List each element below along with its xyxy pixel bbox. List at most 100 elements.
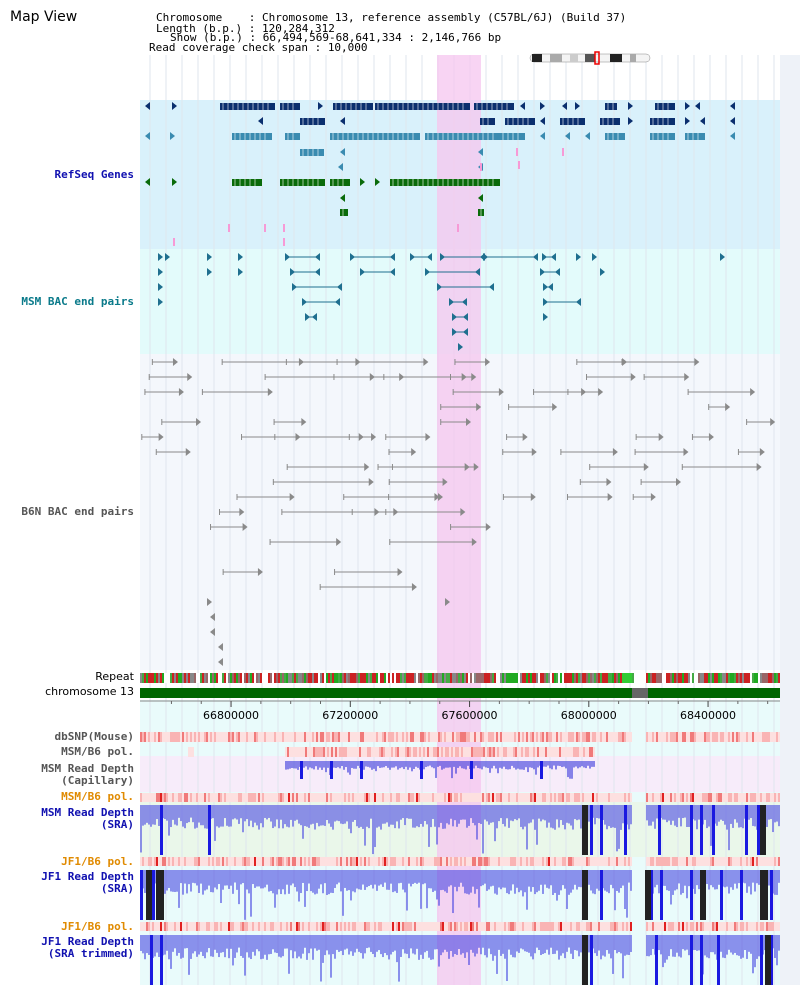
polymorphism-bin — [752, 793, 754, 802]
repeat-segment — [210, 673, 212, 683]
highlight-region[interactable] — [437, 55, 481, 985]
polymorphism-bin — [652, 732, 654, 742]
polymorphism-bin — [582, 732, 584, 742]
refseq-gene-arrow — [170, 132, 175, 140]
polymorphism-bin — [564, 922, 566, 931]
polymorphism-bin — [502, 922, 504, 931]
track-label-repeat[interactable]: Repeat — [95, 670, 134, 683]
depth-bin — [509, 761, 511, 770]
msm-bac-track[interactable] — [158, 253, 725, 351]
repeat-segment — [544, 673, 546, 683]
chromosome-ideogram[interactable] — [529, 51, 651, 65]
track-label-msm-depth-sra[interactable]: MSM Read Depth (SRA) — [41, 806, 134, 831]
polymorphism-bin — [394, 793, 396, 802]
refseq-genes-track[interactable] — [145, 102, 735, 246]
depth-bin — [268, 805, 270, 818]
polymorphism-bin — [488, 793, 490, 802]
track-label-jf1-b6-pol-1[interactable]: JF1/B6 pol. — [61, 855, 134, 868]
polymorphism-bin — [319, 747, 321, 757]
depth-bin — [214, 870, 216, 888]
polymorphism-bin — [384, 793, 386, 802]
dbsnp-track[interactable] — [140, 732, 780, 742]
track-label-jf1-depth-trimmed[interactable]: JF1 Read Depth (SRA trimmed) — [41, 935, 134, 960]
depth-bin — [294, 805, 296, 821]
polymorphism-bin — [630, 857, 632, 866]
track-label-jf1-b6-pol-2[interactable]: JF1/B6 pol. — [61, 920, 134, 933]
polymorphism-bin — [618, 732, 620, 742]
repeat-segment — [644, 673, 646, 683]
msm-b6-pol-track-1[interactable] — [188, 747, 595, 757]
depth-bin — [336, 805, 338, 821]
depth-bin — [308, 805, 310, 828]
track-label-jf1-depth-sra[interactable]: JF1 Read Depth (SRA) — [41, 870, 134, 895]
depth-bin — [680, 870, 682, 895]
b6n-bac-track[interactable] — [141, 358, 776, 666]
depth-bin — [286, 805, 288, 827]
polymorphism-bin — [436, 793, 438, 802]
polymorphism-bin — [387, 747, 389, 757]
polymorphism-bin — [756, 732, 758, 742]
msm-b6-pol-track-2[interactable] — [140, 793, 780, 802]
polymorphism-bin — [664, 732, 666, 742]
msm-bac-end — [158, 283, 163, 291]
repeat-segment — [730, 673, 732, 683]
track-label-refseq[interactable]: RefSeq Genes — [54, 168, 134, 181]
track-label-msm-b6-pol-2[interactable]: MSM/B6 pol. — [61, 790, 134, 803]
polymorphism-bin — [406, 857, 408, 866]
depth-bin — [630, 935, 632, 952]
polymorphism-bin — [622, 793, 624, 802]
depth-bin — [496, 935, 498, 974]
polymorphism-bin — [424, 922, 426, 931]
depth-bin — [384, 805, 386, 824]
polymorphism-bin — [680, 922, 682, 931]
depth-bin — [342, 870, 344, 916]
track-label-msm-b6-pol-1[interactable]: MSM/B6 pol. — [61, 745, 134, 758]
msm-bac-end — [548, 283, 553, 291]
polymorphism-bin — [476, 857, 478, 866]
depth-bin — [374, 870, 376, 885]
repeat-segment — [358, 673, 360, 683]
track-label-msm-depth-capillary[interactable]: MSM Read Depth (Capillary) — [41, 762, 134, 787]
polymorphism-bin — [407, 747, 409, 757]
depth-bin — [558, 935, 560, 960]
jf1-sra-depth-track[interactable] — [140, 870, 780, 920]
polymorphism-bin — [488, 857, 490, 866]
msm-sra-depth-track[interactable] — [140, 805, 780, 855]
jf1-trimmed-depth-track[interactable] — [140, 935, 780, 985]
repeat-track[interactable] — [140, 673, 780, 683]
msm-capillary-depth-track[interactable] — [285, 761, 595, 779]
depth-bin — [414, 935, 416, 955]
polymorphism-bin — [562, 857, 564, 866]
track-label-msm-bac[interactable]: MSM BAC end pairs — [21, 295, 134, 308]
msm-bac-end — [543, 283, 548, 291]
polymorphism-bin — [266, 922, 268, 931]
polymorphism-bin — [436, 857, 438, 866]
jf1-b6-pol-track-2[interactable] — [140, 922, 780, 931]
depth-saturated — [760, 870, 768, 920]
polymorphism-bin — [576, 793, 578, 802]
depth-bin — [569, 761, 571, 779]
depth-bin — [262, 805, 264, 828]
track-label-chromosome[interactable]: chromosome 13 — [45, 685, 134, 698]
polymorphism-bin — [540, 857, 542, 866]
track-label-dbsnp[interactable]: dbSNP(Mouse) — [54, 730, 134, 743]
depth-bin — [246, 870, 248, 890]
repeat-segment — [570, 673, 572, 683]
chromosome-bar[interactable] — [140, 688, 780, 698]
depth-bin — [430, 870, 432, 889]
repeat-segment — [156, 673, 158, 683]
jf1-b6-pol-track-1[interactable] — [140, 857, 780, 866]
msm-bac-end — [533, 253, 538, 261]
depth-bin — [274, 935, 276, 953]
polymorphism-bin — [540, 922, 542, 931]
depth-bin — [558, 870, 560, 895]
polymorphism-bin — [588, 857, 590, 866]
repeat-segment — [224, 673, 226, 683]
depth-bin — [502, 870, 504, 888]
track-label-b6n-bac[interactable]: B6N BAC end pairs — [21, 505, 134, 518]
polymorphism-bin — [300, 793, 302, 802]
repeat-segment — [408, 673, 410, 683]
depth-bin — [376, 870, 378, 891]
polymorphism-bin — [465, 747, 467, 757]
